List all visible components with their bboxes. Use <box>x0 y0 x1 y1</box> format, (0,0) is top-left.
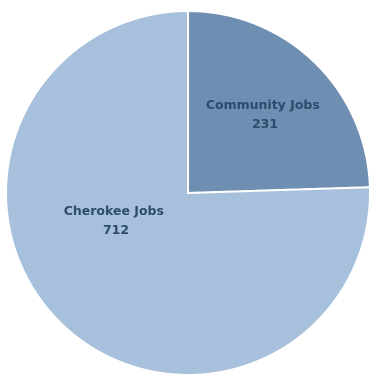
label-community-jobs-value: 231 <box>252 116 278 131</box>
pie-labels: Community Jobs 231 Cherokee Jobs 712 <box>64 97 324 237</box>
pie-slice-community-jobs <box>187 9 370 195</box>
pie-slices <box>5 9 370 376</box>
label-community-jobs-name: Community Jobs <box>206 97 320 112</box>
label-cherokee-jobs: Cherokee Jobs 712 <box>64 203 169 237</box>
pie-slice-cherokee-jobs <box>5 9 370 376</box>
label-cherokee-jobs-name: Cherokee Jobs <box>64 203 164 218</box>
label-cherokee-jobs-value: 712 <box>103 222 129 237</box>
label-community-jobs: Community Jobs 231 <box>206 97 324 131</box>
